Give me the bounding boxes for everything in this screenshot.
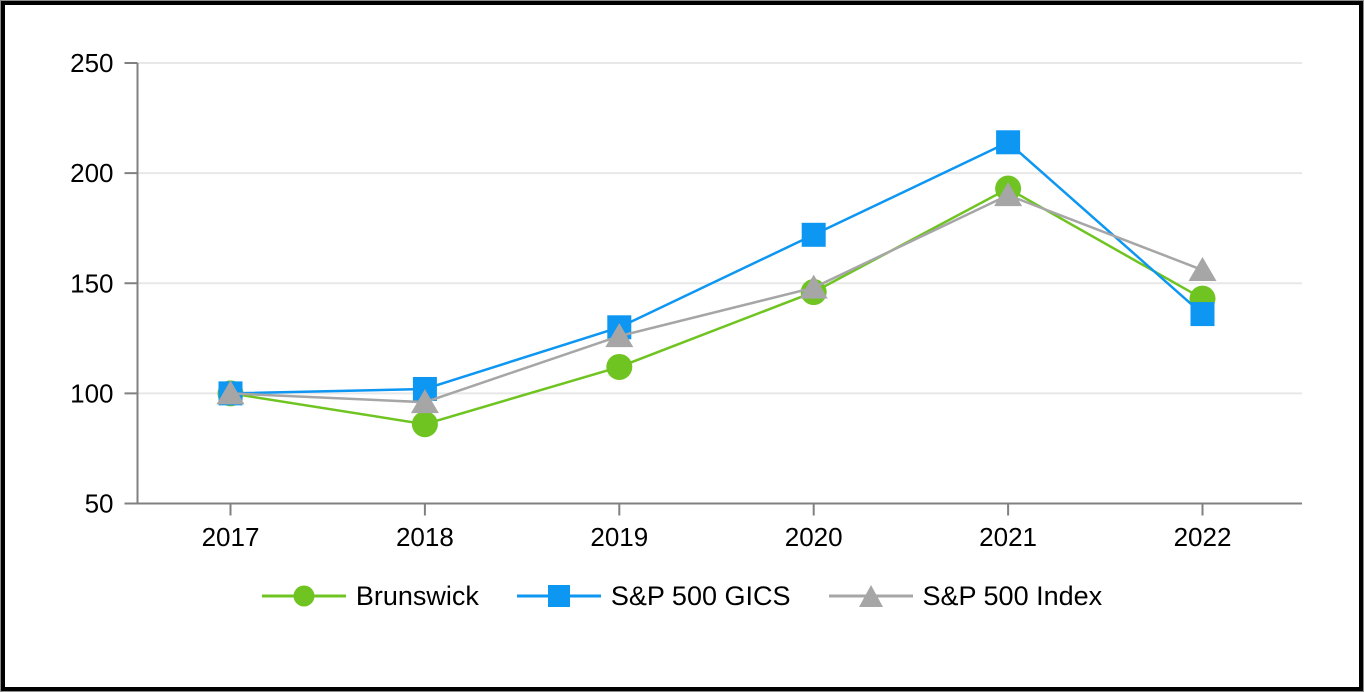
series-line-s-p-500-index (230, 193, 1203, 404)
legend-label-sp500-index: S&P 500 Index (922, 580, 1103, 611)
legend-square (547, 585, 570, 607)
data-point-triangle (410, 389, 439, 414)
data-point-square (801, 222, 826, 247)
legend-triangle (858, 585, 883, 607)
series-line-s-p-500-gics (230, 140, 1204, 395)
data-point-triangle (216, 380, 245, 405)
sp500-gics-square-marker-icon (516, 585, 601, 607)
data-point-circle (606, 353, 633, 380)
data-point-triangle (605, 323, 634, 348)
y-tick-label: 50 (85, 489, 114, 519)
x-tick-label: 2018 (396, 522, 454, 552)
legend-circle (293, 585, 315, 607)
x-tick-label: 2019 (590, 522, 648, 552)
legend-item-sp500-gics: S&P 500 GICS (516, 576, 791, 616)
y-tick-label: 150 (70, 268, 113, 298)
sp500-index-triangle-marker-icon (828, 585, 913, 607)
legend-label-sp500-gics: S&P 500 GICS (610, 580, 791, 611)
data-point-circle (411, 411, 438, 438)
brunswick-circle-marker-icon (261, 585, 346, 607)
x-tick-label: 2021 (979, 522, 1037, 552)
x-tick-label: 2017 (202, 522, 260, 552)
data-point-square (996, 130, 1021, 155)
data-point-triangle (1188, 257, 1217, 282)
legend-label-brunswick: Brunswick (355, 580, 479, 611)
x-tick-label: 2022 (1174, 522, 1232, 552)
data-point-triangle (799, 274, 828, 299)
data-point-triangle (994, 182, 1023, 207)
x-tick-label: 2020 (785, 522, 843, 552)
legend-item-brunswick: Brunswick (261, 576, 479, 616)
y-tick-label: 250 (70, 48, 113, 78)
y-tick-label: 200 (70, 158, 113, 188)
legend-item-sp500-index: S&P 500 Index (828, 576, 1103, 616)
data-point-square (1190, 302, 1215, 327)
plot-area: 50 100 150 200 250 2017 2018 2019 2020 2021 2022 (70, 48, 1302, 552)
chart-legend: Brunswick S&P 500 GICS S&P 500 Index (0, 576, 1364, 616)
y-tick-label: 100 (70, 378, 113, 408)
